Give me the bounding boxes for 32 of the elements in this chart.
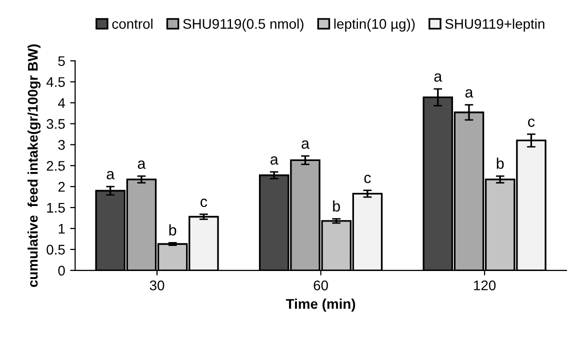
data-label: a (106, 170, 115, 180)
x-tick-label: 30 (150, 280, 164, 290)
data-label: c (364, 174, 371, 184)
y-tick-label: 2 (58, 182, 65, 192)
data-label: b (333, 200, 340, 212)
legend-label: control (112, 18, 152, 29)
data-label: a (465, 89, 474, 98)
x-axis-title: Time (min) (286, 298, 356, 312)
legend-label: SHU9119+leptin (445, 18, 544, 32)
data-label: b (496, 158, 504, 169)
y-tick-label: 3 (58, 140, 65, 150)
y-tick-label: 0 (58, 266, 65, 276)
y-axis-title: cumulative feed intake(gr/100gr BW) (28, 44, 41, 288)
legend-label: SHU9119(0.5 nmol) (183, 18, 304, 32)
x-tick-label: 60 (314, 280, 328, 290)
y-tick-label: 0.5 (46, 244, 65, 255)
data-label: b (169, 224, 176, 236)
data-label: a (302, 140, 310, 149)
y-tick-label: 1.5 (47, 203, 65, 213)
x-tick-label: 120 (474, 280, 496, 290)
y-tick-label: 4.5 (46, 77, 65, 87)
y-tick-label: 3.5 (46, 119, 65, 129)
data-label: c (200, 198, 208, 208)
data-label: a (434, 73, 442, 82)
legend-label: leptin(10 µg)) (334, 18, 415, 32)
data-label: c (528, 118, 535, 127)
data-label: a (138, 160, 146, 169)
y-tick-label: 5 (58, 56, 65, 66)
data-label: a (270, 156, 278, 165)
y-tick-label: 2.5 (46, 160, 65, 171)
y-tick-label: 4 (58, 98, 66, 108)
y-tick-label: 1 (58, 224, 65, 234)
